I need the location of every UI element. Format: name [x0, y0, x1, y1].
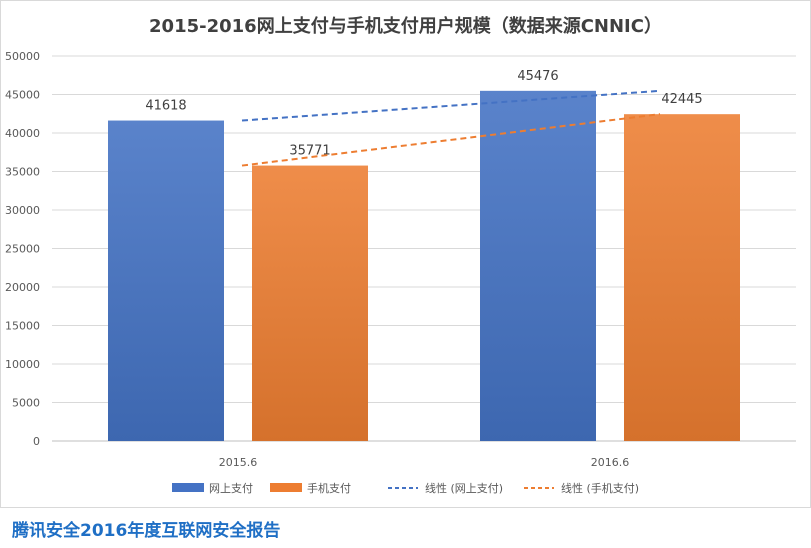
bar-mobile: [624, 114, 740, 442]
trendline-mobile: [241, 113, 661, 167]
legend-swatch: [172, 483, 204, 492]
footer-caption: 腾讯安全2016年度互联网安全报告: [12, 521, 281, 541]
legend-label: 手机支付: [307, 481, 351, 495]
y-tick-label: 15000: [5, 320, 40, 333]
y-tick-label: 0: [33, 435, 40, 448]
trendline-online: [241, 89, 661, 122]
y-tick-label: 25000: [5, 243, 40, 256]
y-tick-label: 30000: [5, 204, 40, 217]
x-tick-label: 2016.6: [591, 456, 630, 469]
bar-mobile: [252, 165, 368, 441]
chart-title: 2015-2016网上支付与手机支付用户规模（数据来源CNNIC）: [149, 16, 662, 37]
legend-label: 网上支付: [209, 482, 253, 495]
y-tick-label: 10000: [5, 358, 40, 371]
y-tick-label: 50000: [5, 50, 40, 63]
x-tick-label: 2015.6: [219, 456, 258, 469]
bar-online: [480, 90, 596, 441]
legend-label: 线性 (手机支付): [561, 481, 639, 495]
y-tick-label: 35000: [5, 166, 40, 179]
y-tick-label: 20000: [5, 281, 40, 294]
data-label: 41618: [145, 99, 186, 114]
data-label: 45476: [517, 69, 558, 84]
data-label: 35771: [289, 144, 330, 159]
data-label: 42445: [661, 92, 702, 107]
bar-online: [108, 120, 224, 442]
y-tick-label: 5000: [12, 397, 40, 410]
y-tick-label: 40000: [5, 127, 40, 140]
legend-swatch: [270, 483, 302, 492]
bar-chart: 0 5000 10000 15000 20000 25000 30000 35000 40000…: [5, 50, 796, 495]
y-tick-label: 45000: [5, 89, 40, 102]
legend-label: 线性 (网上支付): [425, 481, 503, 495]
